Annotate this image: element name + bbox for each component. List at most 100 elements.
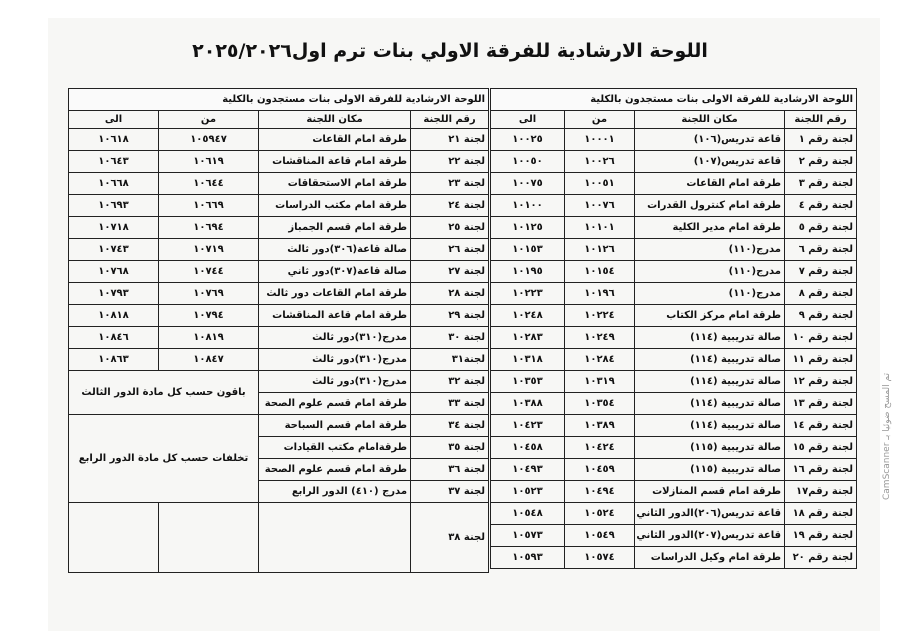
row: رقم اللجنة مكان اللجنة من الى [67,110,490,129]
row: لجنة ٢١ طرقة امام القاعات ١٠٥٩٤٧ ١٠٦١٨ [67,128,490,151]
committee: لجنة ٢٤ [410,194,490,217]
location: مدرج(١١٠) [634,282,786,305]
to: ١٠٥٢٣ [489,480,566,503]
from: ١٠٧٩٤ [158,304,260,327]
committee: لجنة ٣٨ [410,502,490,573]
row: لجنة رقم ١ قاعة تدريس(١٠٦) ١٠٠٠١ ١٠٠٢٥ [489,128,858,151]
row: اللوحة الارشادية للفرقة الاولى بنات مستج… [489,88,858,111]
to: ١٠٣١٨ [489,348,566,371]
row: لجنة ٣٧ مدرج (٤١٠) الدور الرابع [69,480,490,503]
right-table: اللوحة الارشادية للفرقة الاولى بنات مستج… [489,88,858,569]
committee: لجنة ٢٧ [410,260,490,283]
row: لجنة رقم ٦ مدرج(١١٠) ١٠١٢٦ ١٠١٥٣ [489,238,858,261]
to: ١٠٦١٨ [67,128,160,151]
committee: لجنة رقم ١٥ [784,436,858,459]
to: ١٠٧٩٣ [67,282,160,305]
row: لجنة ٢٥ طرقة امام قسم الجمباز ١٠٦٩٤ ١٠٧١٨ [67,216,490,239]
column-header: رقم اللجنة [784,110,858,129]
from: ١٠٣٥٤ [564,392,636,415]
location: صالة قاعة(٣٠٧)دور ثاني [258,260,412,283]
location: طرقة امام قسم السباحة [258,414,412,437]
table-header: اللوحة الارشادية للفرقة الاولى بنات مستج… [489,88,858,111]
location: طرقة امام قاعة المناقشات [258,150,412,173]
committee: لجنة رقم ٥ [784,216,858,239]
from: ١٠٤٢٤ [564,436,636,459]
row: لجنة ٣٢ مدرج(٣١٠)دور ثالث باقون حسب كل ماد… [67,370,490,415]
from: ١٠٠٠١ [564,128,636,151]
from: ١٠٦١٩ [158,150,260,173]
row: لجنة رقم ١٩ قاعة تدريس(٢٠٧)الدور الثاني ١٠… [489,524,858,547]
title: اللوحة الارشادية للفرقة الاولي بنات ترم … [192,40,708,62]
empty-cell [158,502,260,573]
row: لجنة ٣٥ طرقةامام مكتب القيادات [69,436,490,459]
row: لجنة رقم ٨ مدرج(١١٠) ١٠١٩٦ ١٠٢٢٣ [489,282,858,305]
note: باقون حسب كل مادة الدور الثالث [67,370,260,415]
location: صالة تدريبية (١١٤) [634,370,786,393]
to: ١٠٨٦٣ [67,348,160,371]
from: ١٠٧٦٩ [158,282,260,305]
row: رقم اللجنة مكان اللجنة من الى [489,110,858,129]
location: صالة تدريبية (١١٥) [634,458,786,481]
column-header: رقم اللجنة [410,110,490,129]
location: مدرج(٣١٠)دور ثالث [258,348,412,371]
watermark: CamScanner تم المسح ضوئيا بـ [882,372,892,500]
row: لجنة ٢٢ طرقة امام قاعة المناقشات ١٠٦١٩ ١٠٦٤… [67,150,490,173]
committee: لجنة رقم ١٣ [784,392,858,415]
location: طرقة امام كنترول القدرات [634,194,786,217]
row: لجنة رقم ١٨ قاعة تدريس(٢٠٦)الدور الثاني ١٠… [489,502,858,525]
to: ١٠١٥٣ [489,238,566,261]
location: طرقة امام القاعات [258,128,412,151]
from: ١٠٥٩٤٧ [158,128,260,151]
location: مدرج (٤١٠) الدور الرابع [258,480,412,503]
location: مدرج(١١٠) [634,260,786,283]
row: لجنة رقم ٢٠ طرقة امام وكيل الدراسات ١٠٥٧٤ ١… [489,546,858,569]
to: ١٠٤٥٨ [489,436,566,459]
committee: لجنة رقم ٢٠ [784,546,858,569]
row: لجنة رقم ١٠ صالة تدريبية (١١٤) ١٠٢٤٩ ١٠٢٨٣ [489,326,858,349]
row: لجنة رقم١٧ طرقة امام قسم المنازلات ١٠٤٩٤ ١٠… [489,480,858,503]
to: ١٠٨١٨ [67,304,160,327]
location: طرقة امام قسم المنازلات [634,480,786,503]
location: طرقة امام قاعة المناقشات [258,304,412,327]
location: طرقة امام مدير الكلية [634,216,786,239]
left-table: اللوحة الارشادية للفرقة الاولى بنات مستج… [67,88,490,573]
location: صالة تدريبية (١١٤) [634,348,786,371]
from: ١٠٥٢٤ [564,502,636,525]
row: لجنة رقم ١٥ صالة تدريبية (١١٥) ١٠٤٢٤ ١٠٤٥٨ [489,436,858,459]
to: ١٠٧١٨ [67,216,160,239]
committee: لجنة رقم ١٦ [784,458,858,481]
empty-cell [258,502,412,573]
committee: لجنة ٣٣ [410,392,490,415]
location: صالة تدريبية (١١٥) [634,436,786,459]
committee: لجنة ٢٥ [410,216,490,239]
committee: لجنة ٣٧ [410,480,490,503]
row: لجنة ٢٦ صالة قاعة(٣٠٦)دور ثالث ١٠٧١٩ ١٠٧٤٣ [67,238,490,261]
table-header: اللوحة الارشادية للفرقة الاولى بنات مستج… [67,88,490,111]
to: ١٠١٢٥ [489,216,566,239]
committee: لجنة رقم ٦ [784,238,858,261]
committee: لجنة رقم١٧ [784,480,858,503]
row: لجنة ٢٤ طرقة امام مكتب الدراسات ١٠٦٦٩ ١٠٦٩٣ [67,194,490,217]
from: ١٠١٩٦ [564,282,636,305]
committee: لجنة رقم ١٢ [784,370,858,393]
committee: لجنة ٣٢ [410,370,490,393]
location: طرقةامام مكتب القيادات [258,436,412,459]
committee: لجنة ٢٦ [410,238,490,261]
to: ١٠٦٩٣ [67,194,160,217]
location: صالة قاعة(٣٠٦)دور ثالث [258,238,412,261]
location: مدرج(١١٠) [634,238,786,261]
row: لجنة٣١ مدرج(٣١٠)دور ثالث ١٠٨٤٧ ١٠٨٦٣ [67,348,490,371]
committee: لجنة رقم ١٨ [784,502,858,525]
row: لجنة ٢٩ طرقة امام قاعة المناقشات ١٠٧٩٤ ١٠٨١… [67,304,490,327]
from: ١٠٣٨٩ [564,414,636,437]
from: ١٠٠٢٦ [564,150,636,173]
row: لجنة ٣٤ طرقة امام قسم السباحة تخلفات حسب ك… [67,414,490,503]
row: لجنة رقم ٧ مدرج(١١٠) ١٠١٥٤ ١٠١٩٥ [489,260,858,283]
empty-cell [67,502,160,573]
from: ١٠٧١٩ [158,238,260,261]
to: ١٠٠٧٥ [489,172,566,195]
to: ١٠٦٤٣ [67,150,160,173]
row: لجنة رقم ٣ طرقة امام القاعات ١٠٠٥١ ١٠٠٧٥ [489,172,858,195]
to: ١٠٣٨٨ [489,392,566,415]
